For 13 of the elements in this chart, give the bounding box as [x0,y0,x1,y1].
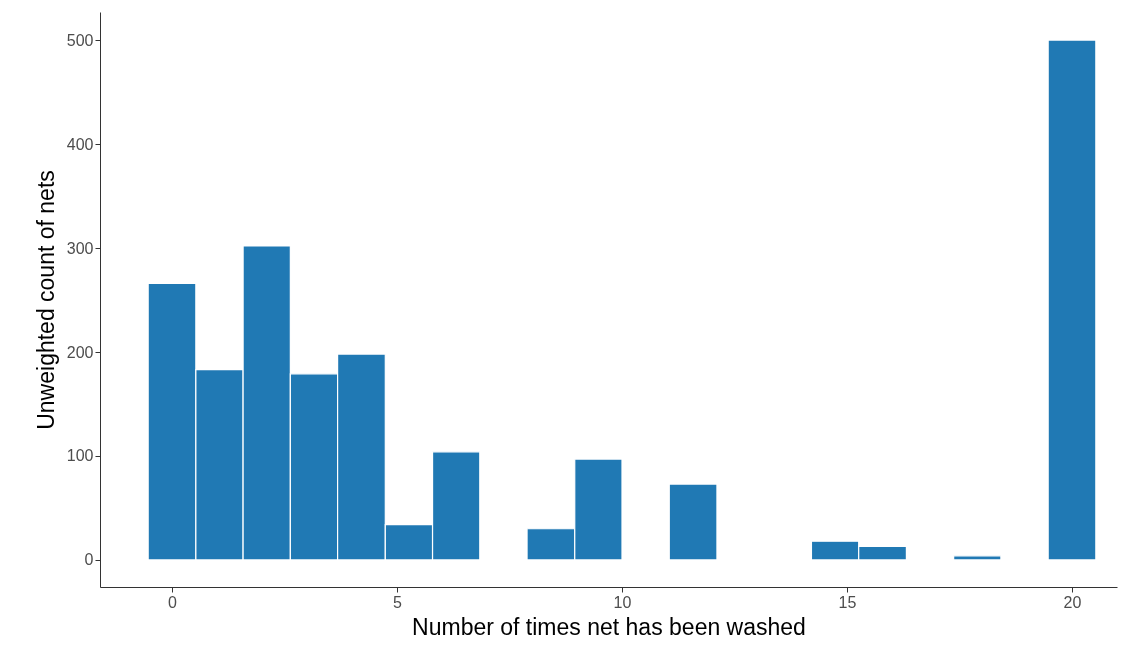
y-tick-label: 500 [66,31,94,49]
y-tick-label: 300 [66,239,94,257]
x-tick-label: 20 [1063,593,1082,611]
y-tick-label: 0 [84,551,94,569]
x-tick-label: 10 [613,593,632,611]
y-tick-label: 400 [66,135,94,153]
x-tick-label: 15 [838,593,857,611]
y-axis-title: Unweighted count of nets [32,170,59,430]
x-tick-label: 5 [393,593,403,611]
x-axis-title: Number of times net has been washed [412,613,806,640]
x-tick-label: 0 [168,593,178,611]
y-tick-label: 200 [66,343,94,361]
y-tick-label: 100 [66,447,94,465]
